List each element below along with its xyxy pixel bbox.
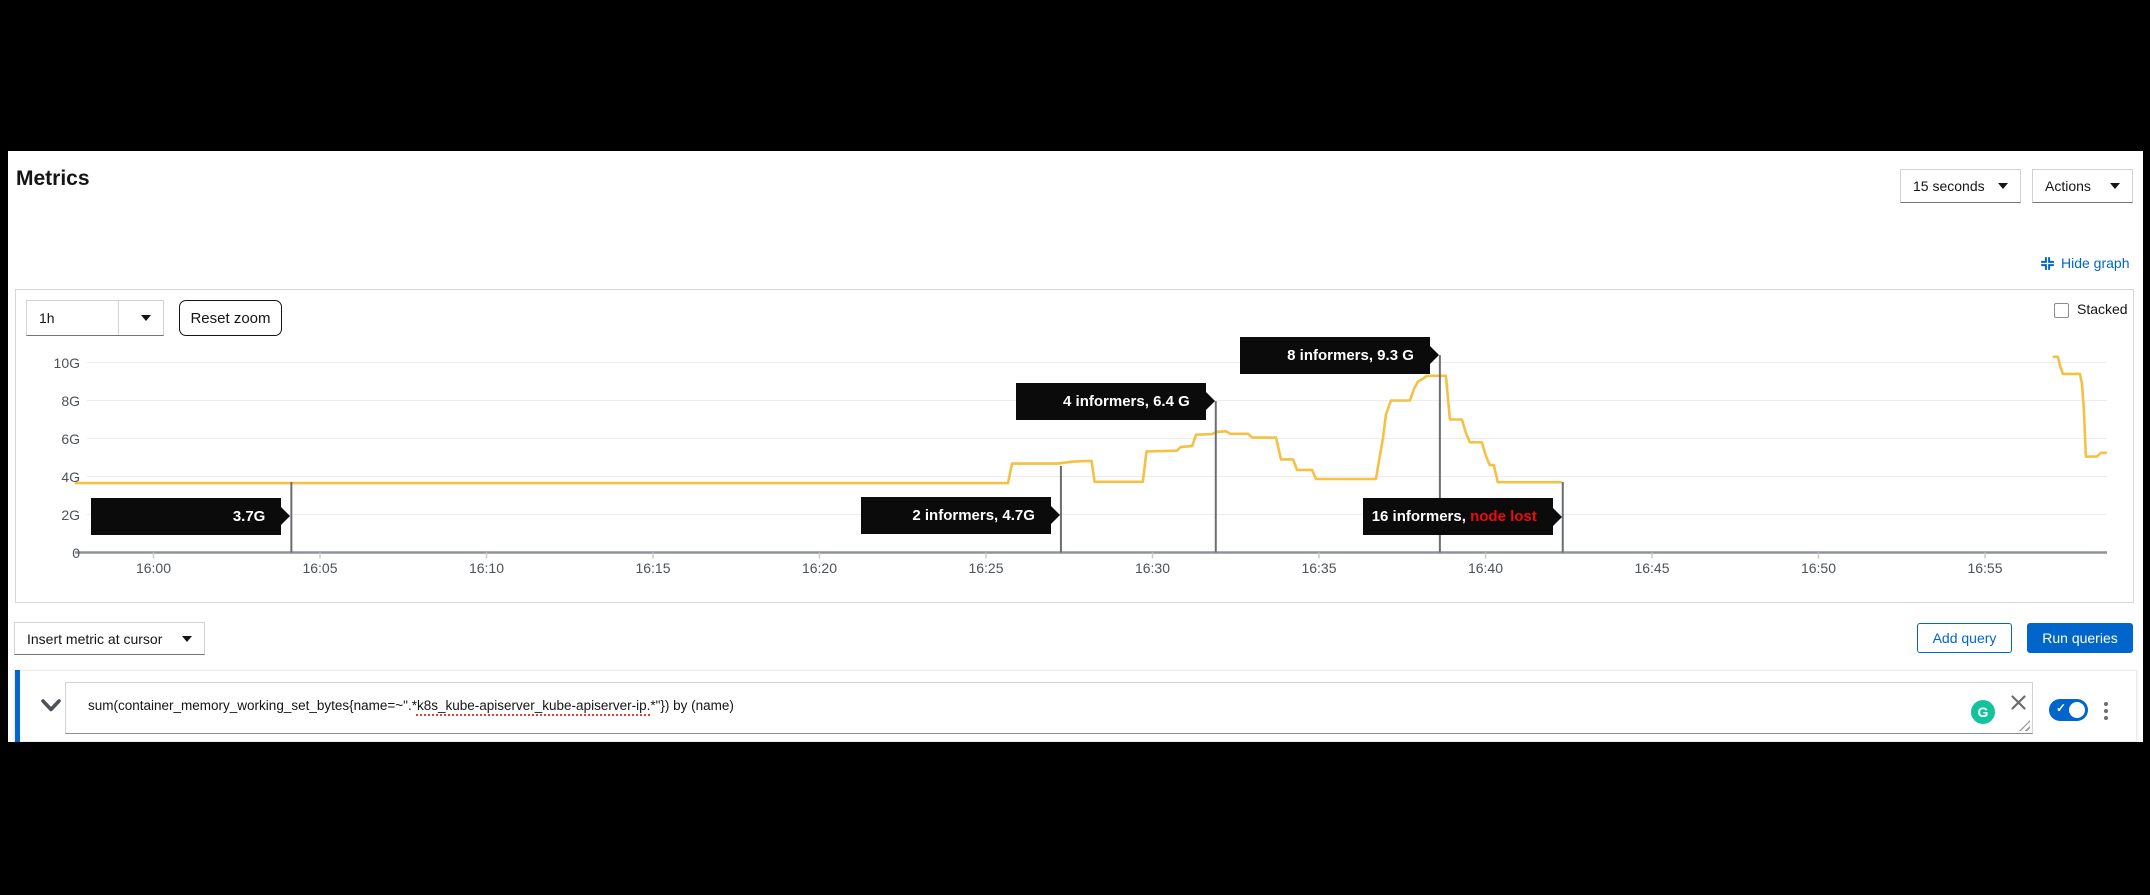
insert-metric-select[interactable]: Insert metric at cursor: [14, 622, 205, 655]
grammarly-letter: G: [1977, 704, 1989, 720]
reset-zoom-label: Reset zoom: [190, 309, 271, 327]
query-text-misspelled: k8s_kube-apiserver_kube-apiserver-ip.: [416, 698, 651, 713]
run-queries-label: Run queries: [2042, 630, 2118, 646]
toggle-knob: [2069, 702, 2085, 718]
close-icon[interactable]: [2011, 695, 2026, 710]
compress-icon: [2041, 256, 2054, 270]
collapse-query-chevron-icon[interactable]: [40, 698, 62, 713]
chevron-down-icon: [2110, 183, 2120, 189]
poll-interval-select[interactable]: 15 seconds: [1900, 169, 2021, 203]
textarea-resize-handle[interactable]: [2019, 720, 2030, 731]
insert-metric-label: Insert metric at cursor: [27, 630, 163, 647]
add-query-button[interactable]: Add query: [1917, 623, 2012, 653]
hide-graph-link[interactable]: Hide graph: [2040, 255, 2130, 271]
run-queries-button[interactable]: Run queries: [2027, 623, 2133, 653]
query-text-after: *"}) by (name): [650, 698, 734, 713]
metrics-page: Metrics 15 seconds Actions Hide graph 1h…: [8, 151, 2143, 742]
chevron-down-icon: [141, 315, 151, 321]
hide-graph-label: Hide graph: [2061, 255, 2130, 271]
duration-value: 1h: [39, 310, 55, 326]
duration-select[interactable]: 1h: [26, 300, 164, 336]
chevron-down-icon: [1998, 183, 2008, 189]
kebab-menu-icon[interactable]: [2104, 702, 2108, 720]
grammarly-icon[interactable]: G: [1971, 700, 1995, 724]
check-icon: ✓: [2056, 701, 2067, 715]
duration-caret[interactable]: [118, 301, 163, 335]
add-query-label: Add query: [1932, 630, 1997, 646]
actions-value: Actions: [2045, 178, 2091, 194]
query-row: sum(container_memory_working_set_bytes{n…: [14, 670, 2137, 742]
poll-interval-value: 15 seconds: [1913, 178, 1985, 194]
reset-zoom-button[interactable]: Reset zoom: [179, 300, 282, 336]
query-selected-accent-bar: [15, 670, 20, 742]
stacked-checkbox[interactable]: [2054, 303, 2069, 318]
query-enabled-toggle[interactable]: ✓: [2049, 699, 2088, 721]
page-title: Metrics: [16, 167, 90, 190]
stacked-label: Stacked: [2077, 301, 2128, 317]
chart-panel: 1h Reset zoom Stacked: [15, 289, 2134, 603]
query-text-before: sum(container_memory_working_set_bytes{n…: [88, 698, 417, 713]
chevron-down-icon: [182, 635, 192, 642]
query-input[interactable]: sum(container_memory_working_set_bytes{n…: [65, 682, 2033, 734]
actions-select[interactable]: Actions: [2032, 169, 2133, 203]
